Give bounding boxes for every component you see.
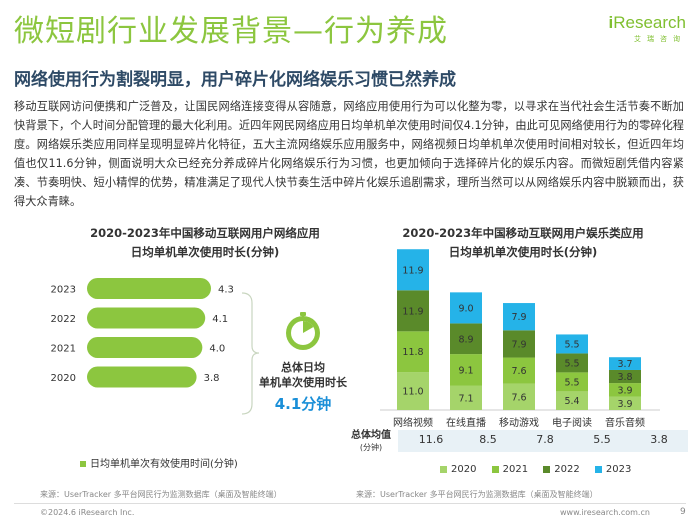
average-row: 总体均值 (分钟) 11.6 8.5 7.8 5.5 3.8 — [351, 430, 688, 454]
segment-value-label: 5.5 — [564, 377, 579, 388]
bar-segment-2023 — [450, 292, 482, 324]
segment-value-label: 9.0 — [458, 303, 473, 314]
bar-segment-2022 — [450, 323, 482, 355]
page-subtitle: 网络使用行为割裂明显，用户碎片化网络娱乐习惯已然养成 — [14, 70, 456, 90]
legend-item-2023: 2023 — [594, 464, 631, 475]
bar-value-label: 4.0 — [209, 344, 225, 355]
category-tick-label: 在线直播 — [446, 416, 486, 429]
average-value: 11.6 — [418, 433, 444, 446]
category-tick-label: 移动游戏 — [499, 416, 539, 429]
body-paragraph: 移动互联网访问便携和广泛普及，让国民网络连接变得从容随意，网络应用使用行为可以化… — [14, 100, 684, 208]
segment-value-label: 5.4 — [564, 396, 579, 407]
segment-value-label: 11.8 — [402, 347, 423, 358]
average-value: 8.5 — [479, 433, 497, 446]
footer-divider — [14, 503, 686, 504]
page-title: 微短剧行业发展背景—行为养成 — [14, 14, 448, 49]
segment-value-label: 3.7 — [617, 359, 632, 370]
segment-value-label: 9.1 — [458, 365, 473, 376]
bar-segment-2020 — [397, 372, 429, 410]
bar — [87, 366, 197, 388]
segment-value-label: 11.0 — [402, 387, 423, 398]
stopwatch-icon — [286, 312, 320, 350]
bar-segment-2020 — [503, 383, 535, 410]
bar-value-label: 4.1 — [212, 314, 228, 325]
bar-segment-2023 — [503, 303, 535, 331]
segment-value-label: 3.9 — [617, 399, 632, 410]
bar-segment-2021 — [556, 372, 588, 392]
right-source-note: 来源：UserTracker 多平台网民行为监测数据库（桌面及智能终端） — [356, 490, 598, 499]
segment-value-label: 3.8 — [617, 372, 632, 383]
segment-value-label: 5.5 — [564, 339, 579, 350]
bar-segment-2020 — [450, 385, 482, 410]
average-value: 3.8 — [650, 433, 668, 446]
bar-segment-2023 — [556, 334, 588, 354]
overall-summary: 总体日均 单机单次使用时长 4.1分钟 — [248, 360, 358, 414]
segment-value-label: 7.9 — [511, 339, 526, 350]
bar-segment-2022 — [556, 353, 588, 373]
left-chart-title: 2020-2023年中国移动互联网用户网络应用 日均单机单次使用时长(分钟) — [90, 226, 320, 259]
bar-segment-2023 — [609, 357, 641, 370]
average-value: 5.5 — [593, 433, 611, 446]
category-tick-label: 电子阅读 — [552, 416, 592, 429]
bar-segment-2021 — [609, 383, 641, 397]
segment-value-label: 5.5 — [564, 358, 579, 369]
left-chart-legend: 日均单机单次有效使用时间(分钟) — [80, 455, 238, 470]
segment-value-label: 3.9 — [617, 385, 632, 396]
copyright: ©2024.6 iResearch Inc. — [40, 508, 135, 517]
overall-value: 4.1分钟 — [274, 395, 332, 413]
year-tick-label: 2021 — [51, 344, 76, 355]
legend-item-2022: 2022 — [543, 464, 580, 475]
bar — [87, 307, 206, 329]
bar-value-label: 3.8 — [204, 373, 220, 384]
bar-segment-2022 — [609, 369, 641, 384]
category-tick-label: 网络视频 — [393, 416, 433, 429]
year-tick-label: 2022 — [51, 314, 76, 325]
website: www.iresearch.com.cn — [560, 508, 650, 517]
segment-value-label: 8.9 — [458, 334, 473, 345]
legend-item-2021: 2021 — [491, 464, 528, 475]
bar-segment-2020 — [556, 391, 588, 410]
segment-value-label: 7.9 — [511, 312, 526, 323]
bar-segment-2022 — [397, 290, 429, 332]
segment-value-label: 11.9 — [402, 306, 423, 317]
right-chart-title: 2020-2023年中国移动互联网用户娱乐类应用 日均单机单次使用时长(分钟) — [402, 226, 644, 259]
segment-value-label: 7.1 — [458, 393, 473, 404]
right-chart-legend: 2020 2021 2022 2023 — [440, 464, 643, 475]
bar-value-label: 4.3 — [218, 285, 234, 296]
category-tick-label: 音乐音频 — [605, 416, 645, 429]
iresearch-logo: iResearch 艾瑞咨询 — [608, 13, 687, 44]
average-value: 7.8 — [536, 433, 554, 446]
bar-segment-2020 — [609, 396, 641, 410]
bar — [87, 337, 203, 358]
segment-value-label: 7.6 — [511, 392, 526, 403]
segment-value-label: 7.6 — [511, 366, 526, 377]
left-source-note: 来源：UserTracker 多平台网民行为监测数据库（桌面及智能终端） — [40, 490, 282, 499]
bar-segment-2021 — [503, 357, 535, 384]
legend-item-2020: 2020 — [440, 464, 476, 475]
average-label: 总体均值 (分钟) — [351, 430, 391, 452]
bar-segment-2022 — [503, 330, 535, 358]
page-number: 9 — [680, 507, 686, 517]
year-tick-label: 2023 — [51, 285, 76, 296]
segment-value-label: 11.9 — [402, 265, 423, 276]
bar-segment-2021 — [450, 354, 482, 386]
year-tick-label: 2020 — [51, 373, 76, 384]
bar — [87, 278, 211, 299]
bracket-connector — [241, 292, 260, 415]
bar-segment-2021 — [397, 331, 429, 373]
